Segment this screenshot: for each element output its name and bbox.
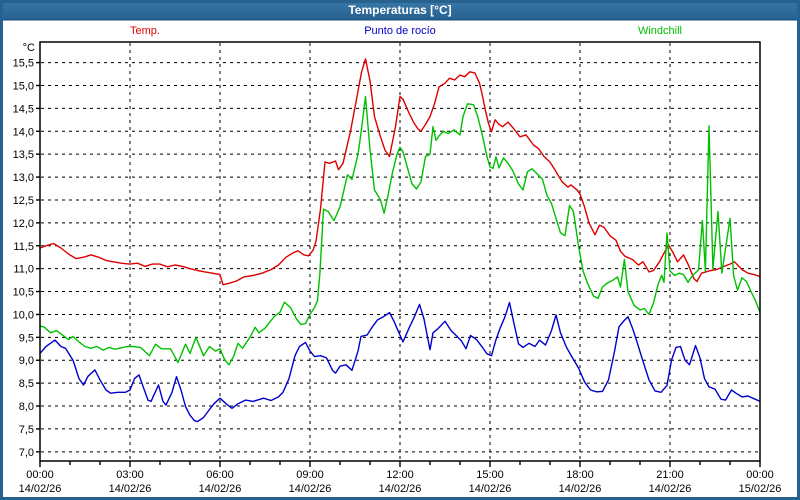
y-axis-unit-label: °C [23,42,35,54]
grid-layer [41,43,759,460]
x-tick-date-label: 14/02/26 [19,483,62,495]
legend-item-windchill: Windchill [638,25,682,37]
x-tick-date-label: 14/02/26 [559,483,602,495]
x-tick-time-label: 00:00 [26,469,54,481]
x-tick-time-label: 18:00 [566,469,594,481]
x-tick-time-label: 00:00 [746,469,774,481]
series-line-1 [39,301,761,423]
y-tick-label: 15,5 [13,58,34,70]
y-tick-label: 11,0 [13,264,34,276]
x-tick-time-label: 09:00 [296,469,324,481]
x-tick-date-label: 14/02/26 [379,483,422,495]
y-tick-label: 15,0 [13,80,34,92]
x-tick-date-label: 14/02/26 [199,483,242,495]
series-layer [39,58,761,423]
y-tick-label: 11,5 [13,241,34,253]
x-tick-date-label: 14/02/26 [469,483,512,495]
y-tick-label: 7,5 [19,424,34,436]
y-tick-label: 8,0 [19,401,34,413]
x-tick-date-label: 14/02/26 [649,483,692,495]
title-bar [0,0,800,20]
window-title: Temperaturas [°C] [348,3,451,17]
legend: Temp. Punto de rocío Windchill [130,25,682,37]
series-line-0 [39,58,761,286]
y-tick-label: 10,5 [13,287,34,299]
y-tick-label: 14,5 [13,103,34,115]
axis-label-layer: 15,5 15,0 14,5 14,0 13,5 13,0 12,5 12,0 11,5 11,0… [13,58,782,495]
y-tick-label: 13,0 [13,172,34,184]
series-line-2 [39,95,761,366]
y-tick-label: 9,0 [19,355,34,367]
y-tick-label: 12,5 [13,195,34,207]
y-tick-label: 10,0 [13,309,34,321]
legend-item-dewpoint: Punto de rocío [364,25,436,37]
y-tick-label: 13,5 [13,149,34,161]
x-tick-date-label: 14/02/26 [289,483,332,495]
x-tick-date-label: 15/02/26 [739,483,782,495]
y-tick-label: 12,0 [13,218,34,230]
x-tick-time-label: 12:00 [386,469,414,481]
legend-item-temp: Temp. [130,25,160,37]
x-tick-date-label: 14/02/26 [109,483,152,495]
y-tick-label: 14,0 [13,126,34,138]
tick-layer [36,61,761,467]
y-tick-label: 7,0 [19,447,34,459]
x-tick-time-label: 21:00 [656,469,684,481]
x-tick-time-label: 15:00 [476,469,504,481]
x-tick-time-label: 06:00 [206,469,234,481]
y-tick-label: 9,5 [19,332,34,344]
x-tick-time-label: 03:00 [116,469,144,481]
y-tick-label: 8,5 [19,378,34,390]
